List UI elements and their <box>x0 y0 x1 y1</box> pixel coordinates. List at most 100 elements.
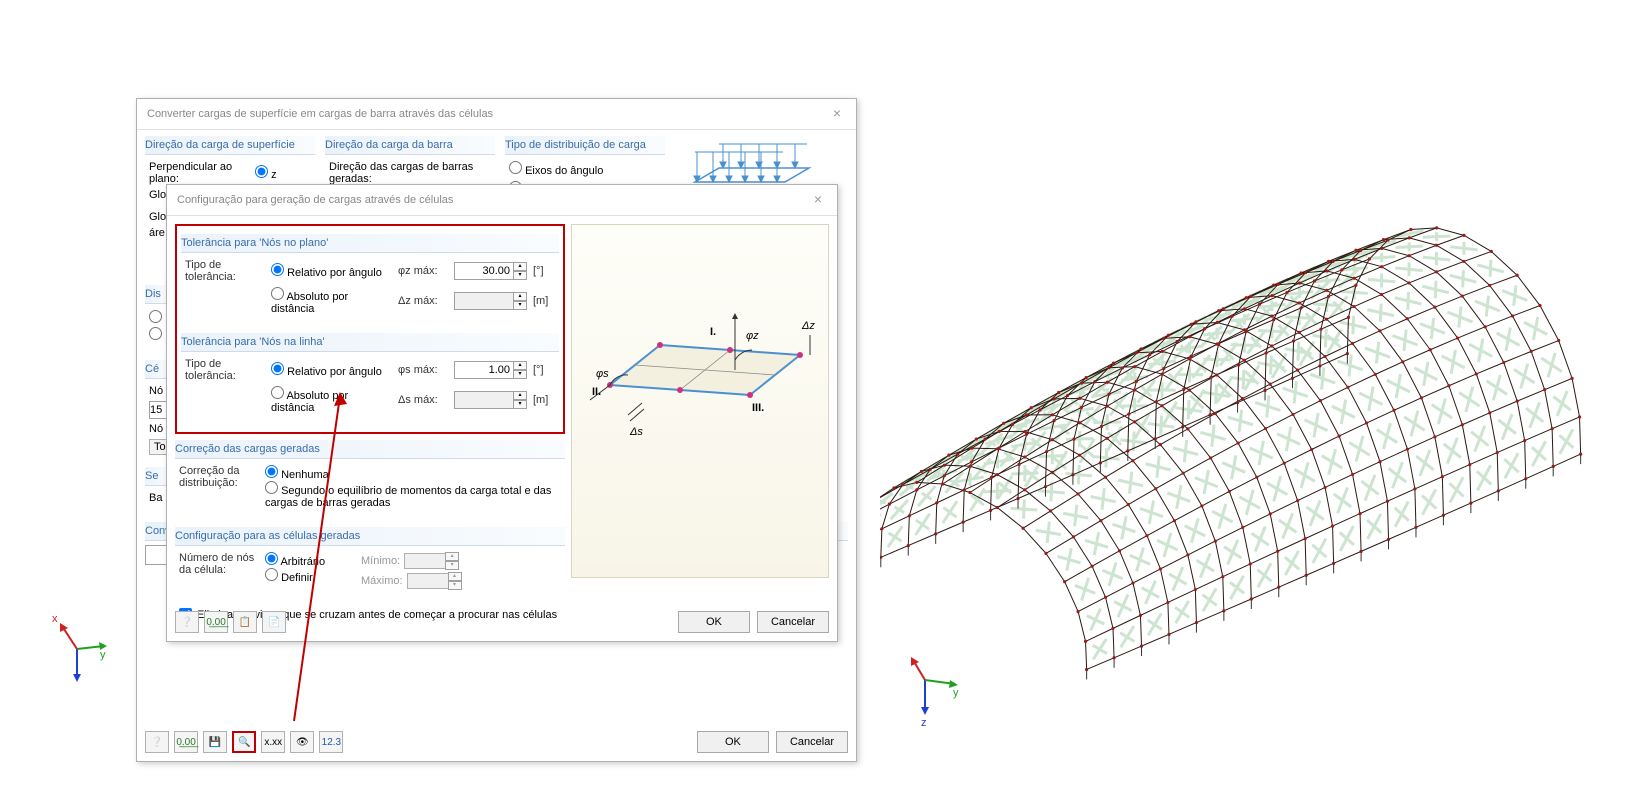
min-input <box>404 553 446 569</box>
svg-text:II.: II. <box>592 386 601 398</box>
axes-main: z y x <box>42 614 112 684</box>
units-icon[interactable]: 0̲.̲0̲0̲ <box>174 731 198 753</box>
plane-tol-title: Tolerância para 'Nós no plano' <box>181 234 559 253</box>
svg-text:φz: φz <box>746 330 759 342</box>
config-toolbar: ❔ 0̲.̲0̲0̲ 📋 📄 <box>175 611 288 633</box>
phi-z-unit: [°] <box>533 265 555 277</box>
svg-text:φs: φs <box>596 368 609 380</box>
config-dialog-title: Configuração para geração de cargas atra… <box>177 194 453 206</box>
units-icon[interactable]: 0̲.̲0̲0̲ <box>204 611 228 633</box>
settings-icon[interactable]: 🔍 <box>232 731 256 753</box>
surf-dir-label: Perpendicular ao plano: <box>149 161 249 185</box>
radio-correction-none[interactable]: Nenhuma <box>265 469 329 481</box>
correction-title: Correção das cargas geradas <box>175 440 565 459</box>
spin-up[interactable]: ▴ <box>513 262 527 271</box>
copy-icon[interactable]: 📋 <box>233 611 257 633</box>
ds-label: Δs máx: <box>398 394 448 406</box>
correction-label: Correção da distribuição: <box>179 465 259 489</box>
radio-z[interactable]: z <box>255 165 277 181</box>
group-correction: Correção das cargas geradas Correção da … <box>175 436 565 517</box>
min-label: Mínimo: <box>361 555 400 567</box>
paste-icon[interactable]: 📄 <box>262 611 286 633</box>
radio-angle-axes[interactable]: Eixos do ângulo <box>509 161 603 177</box>
config-dialog-body: Tolerância para 'Nós no plano' Tipo de t… <box>167 216 837 228</box>
config-close-icon[interactable]: × <box>809 191 827 209</box>
phi-s-label: φs máx: <box>398 364 448 376</box>
group-line-tolerance: Tolerância para 'Nós na linha' Tipo de t… <box>181 329 559 422</box>
bar-dir-label: Direção das cargas de barras geradas: <box>329 161 491 185</box>
cells-cfg-title: Configuração para as células geradas <box>175 527 565 546</box>
svg-text:y: y <box>953 687 959 699</box>
radio-plane-absolute[interactable]: Absoluto por distância <box>271 291 348 315</box>
number-icon[interactable]: 12.3 <box>319 731 343 753</box>
trunc-radio1[interactable] <box>149 310 162 323</box>
save-icon[interactable]: 💾 <box>203 731 227 753</box>
help-icon[interactable]: ❔ <box>175 611 199 633</box>
spin-down: ▾ <box>513 301 527 310</box>
svg-text:x: x <box>52 614 58 625</box>
svg-text:III.: III. <box>752 402 764 414</box>
spin-down: ▾ <box>513 400 527 409</box>
svg-text:z: z <box>921 717 927 729</box>
config-cancel-button[interactable]: Cancelar <box>757 611 829 633</box>
group-cells-config: Configuração para as células geradas Núm… <box>175 523 565 598</box>
svg-text:y: y <box>100 649 106 661</box>
line-tol-title: Tolerância para 'Nós na linha' <box>181 333 559 352</box>
spin-down[interactable]: ▾ <box>513 370 527 379</box>
spin-up[interactable]: ▴ <box>513 361 527 370</box>
group-plane-tolerance: Tolerância para 'Nós no plano' Tipo de t… <box>181 230 559 323</box>
group-surf-dir-title: Direção da carga de superfície <box>145 136 315 155</box>
ds-unit: [m] <box>533 394 555 406</box>
phi-z-label: φz máx: <box>398 265 448 277</box>
spin-up: ▴ <box>513 292 527 301</box>
trunc-glo1: Glo <box>149 189 166 201</box>
trunc-radio2[interactable] <box>149 327 162 340</box>
main-cancel-button[interactable]: Cancelar <box>776 731 848 753</box>
cells-cfg-label: Número de nós da célula: <box>179 552 259 576</box>
ds-input <box>454 391 514 409</box>
help-icon[interactable]: ❔ <box>145 731 169 753</box>
radio-plane-relative[interactable]: Relativo por ângulo <box>271 267 382 279</box>
phi-s-input[interactable] <box>454 361 514 379</box>
radio-arbitrary[interactable]: Arbitrário <box>265 556 325 568</box>
close-icon[interactable]: × <box>828 105 846 123</box>
svg-text:Δz: Δz <box>801 320 815 332</box>
config-ok-button[interactable]: OK <box>678 611 750 633</box>
radio-line-relative[interactable]: Relativo por ângulo <box>271 366 382 378</box>
trunc-glo2: Glo <box>149 211 166 223</box>
max-label: Máximo: <box>361 575 403 587</box>
group-bar-dir-title: Direção da carga da barra <box>325 136 495 155</box>
radio-line-absolute[interactable]: Absoluto por distância <box>271 390 348 414</box>
group-dist-type-title: Tipo de distribuição de carga <box>505 136 665 155</box>
config-dialog: Configuração para geração de cargas atra… <box>166 184 838 642</box>
phi-z-input[interactable] <box>454 262 514 280</box>
trunc-no2: Nó <box>149 423 163 435</box>
dz-label: Δz máx: <box>398 295 448 307</box>
spin-up: ▴ <box>513 391 527 400</box>
phi-s-unit: [°] <box>533 364 555 376</box>
main-dialog-titlebar: Converter cargas de superfície em cargas… <box>137 99 856 130</box>
trunc-are: áre <box>149 227 165 239</box>
max-input <box>407 573 449 589</box>
dz-unit: [m] <box>533 295 555 307</box>
main-toolbar: ❔ 0̲.̲0̲0̲ 💾 🔍 x.xx 👁 12.3 <box>145 731 345 753</box>
main-ok-button[interactable]: OK <box>697 731 769 753</box>
svg-text:z: z <box>72 683 78 684</box>
spin-down[interactable]: ▾ <box>513 271 527 280</box>
main-dialog-title: Converter cargas de superfície em cargas… <box>147 108 493 120</box>
radio-correction-balance[interactable]: Segundo o equilíbrio de momentos da carg… <box>265 485 551 509</box>
format-icon[interactable]: x.xx <box>261 731 285 753</box>
svg-text:I.: I. <box>710 326 716 338</box>
axes-model: z y <box>905 650 975 730</box>
highlight-box: Tolerância para 'Nós no plano' Tipo de t… <box>175 224 565 434</box>
view-icon[interactable]: 👁 <box>290 731 314 753</box>
model-3d-view <box>880 50 1620 750</box>
line-tol-type-label: Tipo de tolerância: <box>185 358 265 382</box>
tolerance-diagram: φz Δz φs Δs I. II. III. <box>572 225 830 579</box>
trunc-no: Nó <box>149 385 163 397</box>
config-dialog-titlebar: Configuração para geração de cargas atra… <box>167 185 837 216</box>
plane-tol-type-label: Tipo de tolerância: <box>185 259 265 283</box>
svg-text:Δs: Δs <box>629 426 643 438</box>
radio-define[interactable]: Definir <box>265 572 313 584</box>
dz-input <box>454 292 514 310</box>
